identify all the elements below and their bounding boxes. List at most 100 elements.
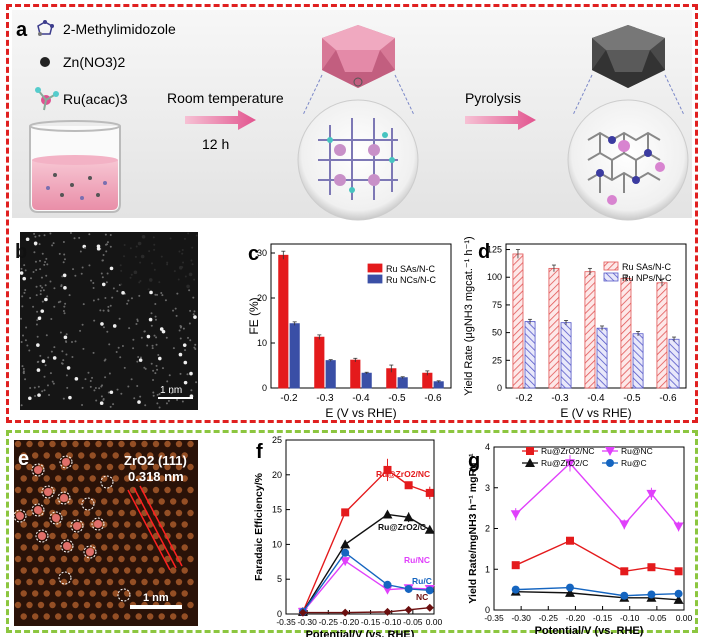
atom-dot (154, 303, 157, 306)
lattice-atom (181, 544, 188, 551)
lattice-atom (32, 475, 39, 482)
atom-dot (177, 278, 180, 281)
atom-dot (187, 232, 190, 235)
lattice-atom (20, 590, 27, 597)
chart-d: 0 25 50 75 100 125 -0.2 -0.3 -0.4 -0.5 -0.6 E (V vs… (463, 236, 687, 420)
lattice-atom (112, 567, 119, 574)
ru-site-circles (13, 455, 131, 602)
atom-dot (154, 372, 157, 375)
atom-dot (24, 339, 27, 342)
bar (350, 359, 361, 389)
atom-dot (190, 259, 193, 262)
atom-dot (90, 279, 93, 282)
atom-dot (109, 390, 114, 395)
atom-dot (109, 266, 114, 271)
atom-dot (33, 241, 38, 246)
haadf-image-b (20, 232, 198, 410)
atom-dot (49, 232, 52, 235)
atom-dot (36, 368, 41, 372)
atom-dot (147, 288, 150, 291)
lattice-atom (106, 440, 114, 448)
marker-diamond (425, 603, 434, 612)
lattice-atom (78, 590, 85, 597)
lattice-atom (14, 532, 22, 540)
atom-dot (99, 309, 102, 312)
atom-dot (21, 365, 24, 368)
y-tick-label: 0 (262, 383, 267, 393)
atom-dot (62, 261, 65, 264)
atom-dot (156, 368, 159, 371)
atom-dot (42, 289, 45, 292)
atom-dot (41, 252, 44, 255)
lattice-atom (175, 440, 183, 448)
atom-dot (166, 263, 169, 266)
lattice-atom (32, 544, 39, 551)
legend-label: Ru@NC (621, 446, 653, 456)
bar (289, 323, 300, 389)
marker-diamond (404, 605, 413, 614)
atom-dot (33, 251, 36, 254)
atom-dot (100, 395, 103, 398)
lattice-atom (158, 452, 165, 459)
atom-dot (161, 294, 164, 297)
marker-triangle (565, 587, 575, 597)
lattice-atom (32, 521, 39, 528)
lattice-atom (181, 567, 188, 574)
atom-dot (92, 286, 95, 289)
atom-dot (133, 270, 138, 275)
y-tick-label: 2 (485, 524, 490, 534)
lattice-atom (112, 544, 119, 551)
lattice-atom (112, 452, 119, 459)
y-tick-label: 30 (257, 248, 267, 258)
atom-dot (136, 318, 139, 321)
atom-dot (44, 284, 47, 287)
x-tick-label: -0.4 (587, 393, 605, 404)
lattice-atom (83, 486, 91, 494)
marker-triangle (340, 539, 351, 549)
x-axis-label: Potential/V (vs. RHE) (306, 629, 415, 637)
atom-dot (49, 372, 52, 375)
lattice-atom (83, 509, 91, 517)
atom-dot (137, 355, 140, 358)
lattice-atom (147, 590, 154, 597)
bar (314, 336, 325, 389)
atom-dot (44, 364, 47, 367)
ru-atom (34, 466, 42, 474)
lattice-atom (158, 567, 165, 574)
lattice-atom (66, 475, 73, 482)
lattice-atom (14, 486, 22, 494)
atom-dot (84, 378, 87, 381)
atom-dot (38, 243, 41, 246)
lattice-atom (43, 521, 50, 528)
atom-dot (37, 316, 42, 321)
atom-dot (193, 315, 197, 319)
ru-atom (16, 512, 24, 520)
atom-dot (129, 247, 132, 250)
lattice-atom (135, 452, 142, 459)
atom-dot (137, 241, 142, 246)
atom-dot (22, 334, 25, 337)
haadf-atoms-b (19, 232, 198, 409)
legend-swatch (603, 261, 619, 271)
atom-dot (118, 317, 121, 320)
atom-dot (176, 398, 179, 401)
atom-dot (102, 398, 105, 401)
marker-diamond (341, 608, 350, 617)
lattice-atom (20, 567, 27, 574)
lattice-atom (124, 452, 131, 459)
lattice-atom (106, 532, 114, 540)
atom-dot (19, 271, 24, 275)
lattice-atom (60, 601, 68, 609)
lattice-atom (78, 475, 85, 482)
bar (397, 377, 408, 389)
atom-dot (46, 263, 49, 266)
atom-dot (112, 324, 117, 328)
atom-dot (186, 373, 189, 376)
series-label: Ru@ZrO2/NC (376, 469, 430, 479)
lattice-atom (72, 532, 79, 540)
atom-dot (155, 364, 158, 367)
atom-dot (71, 355, 74, 358)
atom-dot (106, 272, 109, 275)
series-line (515, 462, 680, 527)
atom-dot (182, 327, 185, 330)
